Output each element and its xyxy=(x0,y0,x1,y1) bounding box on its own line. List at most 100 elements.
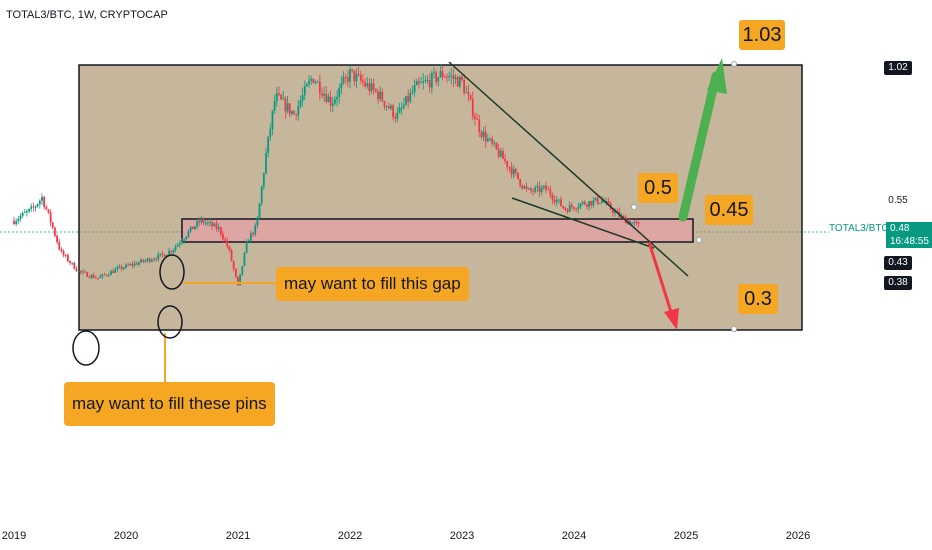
candle-body xyxy=(635,222,638,223)
candle-body xyxy=(534,187,537,192)
candle-body xyxy=(523,186,526,189)
candle-body xyxy=(17,219,20,222)
candle-body xyxy=(558,199,560,201)
candle-body xyxy=(28,208,30,212)
candle-body xyxy=(514,169,517,173)
candle-body xyxy=(323,93,326,96)
candle-body xyxy=(88,276,91,278)
x-tick: 2023 xyxy=(449,530,475,542)
candle-body xyxy=(458,76,461,87)
candle-body xyxy=(486,138,489,142)
candle-body xyxy=(120,266,123,270)
candle-body xyxy=(368,83,371,92)
candle-body xyxy=(482,131,485,137)
candle-body xyxy=(243,252,246,266)
candle-body xyxy=(288,103,291,114)
candle-body xyxy=(21,212,24,217)
candle-body xyxy=(508,166,511,168)
candle-body xyxy=(357,73,360,75)
candle-body xyxy=(260,186,263,204)
candle-body xyxy=(15,221,18,225)
level-label-0-45: 0.45 xyxy=(705,195,753,225)
candle-body xyxy=(418,81,420,84)
candle-body xyxy=(200,218,203,223)
candle-body xyxy=(439,71,442,78)
candle-body xyxy=(23,212,26,214)
x-tick: 2020 xyxy=(113,530,139,542)
target-marker-2 xyxy=(631,204,637,210)
candle-body xyxy=(450,75,453,77)
candle-body xyxy=(590,201,593,206)
bar-countdown: 16:48:55 xyxy=(886,235,932,248)
candle-body xyxy=(359,74,362,81)
candle-body xyxy=(183,239,186,242)
candle-body xyxy=(411,92,414,93)
bullish-arrow-head xyxy=(707,58,727,94)
candle-body xyxy=(185,236,188,240)
candle-body xyxy=(402,104,405,108)
candle-body xyxy=(146,258,149,261)
candle-body xyxy=(542,185,545,188)
level-label-1-03: 1.03 xyxy=(739,20,785,50)
candle-body xyxy=(284,98,287,112)
candle-body xyxy=(601,200,603,204)
candle-body xyxy=(41,197,43,201)
candle-body xyxy=(60,249,63,251)
candle-body xyxy=(405,96,407,105)
price-tag-range-high: 1.02 xyxy=(884,61,912,75)
candle-body xyxy=(316,81,319,83)
candle-body xyxy=(99,276,102,279)
candle-body xyxy=(409,92,412,102)
candle-body xyxy=(150,260,153,262)
candle-body xyxy=(407,96,410,102)
candle-body xyxy=(241,265,244,275)
candle-body xyxy=(94,277,97,279)
candle-body xyxy=(428,80,431,88)
candle-body xyxy=(538,186,541,193)
candle-body xyxy=(144,260,147,262)
candle-body xyxy=(381,91,384,102)
candle-body xyxy=(278,93,280,95)
candle-body xyxy=(256,218,259,226)
candle-body xyxy=(161,253,164,255)
candle-body xyxy=(290,111,293,114)
candle-body xyxy=(372,83,375,90)
target-marker-3 xyxy=(696,237,702,243)
candle-body xyxy=(461,76,463,81)
candle-body xyxy=(267,136,270,153)
candle-body xyxy=(105,274,108,276)
candle-body xyxy=(245,241,248,253)
candle-body xyxy=(489,138,491,140)
candle-body xyxy=(265,152,267,174)
candle-body xyxy=(441,71,444,77)
upper-trendline xyxy=(448,61,689,277)
candle-body xyxy=(437,77,440,82)
candle-body xyxy=(435,72,438,82)
candle-body xyxy=(234,268,237,277)
candle-body xyxy=(213,223,216,227)
candle-body xyxy=(51,222,54,228)
candle-body xyxy=(142,259,145,262)
candle-body xyxy=(355,73,358,82)
candle-body xyxy=(254,225,257,235)
candle-body xyxy=(92,275,95,278)
candle-body xyxy=(163,254,166,257)
candle-body xyxy=(84,271,86,273)
candle-body xyxy=(308,80,310,85)
candle-body xyxy=(230,250,233,262)
candle-body xyxy=(133,263,136,266)
x-tick: 2025 xyxy=(673,530,699,542)
candle-body xyxy=(377,91,379,100)
candle-body xyxy=(122,267,125,270)
candle-body xyxy=(224,239,226,241)
candle-body xyxy=(36,204,39,207)
candle-body xyxy=(191,226,194,230)
candle-body xyxy=(314,82,317,84)
candle-body xyxy=(43,197,46,207)
candle-body xyxy=(484,131,487,142)
candle-body xyxy=(598,203,601,204)
candle-body xyxy=(394,117,397,119)
gap-circle-2020 xyxy=(159,254,185,290)
candle-body xyxy=(633,222,636,223)
candlestick-series xyxy=(13,63,640,286)
